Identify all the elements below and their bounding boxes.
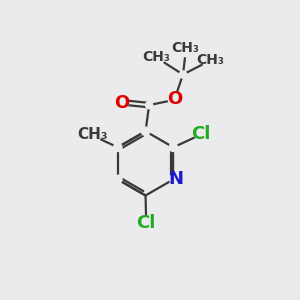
Circle shape bbox=[141, 127, 150, 135]
Text: Cl: Cl bbox=[192, 125, 211, 143]
Text: CH₃: CH₃ bbox=[197, 53, 225, 67]
Circle shape bbox=[170, 173, 182, 185]
Text: CH₃: CH₃ bbox=[77, 127, 108, 142]
Circle shape bbox=[85, 126, 101, 142]
Circle shape bbox=[168, 92, 181, 105]
Circle shape bbox=[114, 143, 122, 152]
Text: CH₃: CH₃ bbox=[142, 50, 170, 64]
Circle shape bbox=[114, 175, 122, 184]
Text: N: N bbox=[168, 170, 183, 188]
Circle shape bbox=[115, 96, 128, 109]
Circle shape bbox=[148, 48, 165, 65]
Circle shape bbox=[146, 102, 153, 109]
Circle shape bbox=[179, 71, 187, 78]
Circle shape bbox=[202, 52, 219, 69]
Text: O: O bbox=[114, 94, 129, 112]
Circle shape bbox=[140, 217, 153, 230]
Circle shape bbox=[177, 40, 194, 57]
Circle shape bbox=[169, 143, 178, 152]
Text: CH₃: CH₃ bbox=[171, 41, 199, 56]
Text: Cl: Cl bbox=[136, 214, 156, 232]
Circle shape bbox=[195, 128, 208, 141]
Text: O: O bbox=[167, 90, 182, 108]
